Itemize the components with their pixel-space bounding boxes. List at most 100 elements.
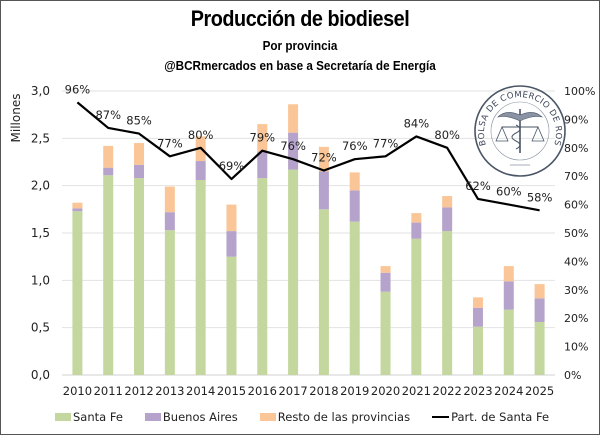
bar-buenos-aires-2018 xyxy=(318,171,329,210)
legend-swatch xyxy=(144,413,161,421)
logo-outer-ring xyxy=(474,85,566,177)
bar-resto-de-las-provincias-2021 xyxy=(411,213,422,223)
bar-santa-fe-2014 xyxy=(195,179,206,375)
bar-santa-fe-2019 xyxy=(349,221,360,375)
data-label: 85% xyxy=(126,114,152,128)
bar-buenos-aires-2023 xyxy=(472,307,483,327)
y2-tick-label: 70% xyxy=(564,170,588,183)
logo-text: BOLSA DE COMERCIO DE ROSARIO xyxy=(0,0,563,147)
bar-santa-fe-2023 xyxy=(472,326,483,375)
x-tick-label: 2013 xyxy=(155,384,184,398)
bar-santa-fe-2012 xyxy=(134,178,145,375)
bar-santa-fe-2025 xyxy=(534,321,545,375)
data-label: 77% xyxy=(373,136,399,150)
data-label: 84% xyxy=(404,116,430,130)
bar-resto-de-las-provincias-2022 xyxy=(442,196,453,208)
wings-icon xyxy=(497,112,543,122)
bar-buenos-aires-2019 xyxy=(349,190,360,222)
bar-resto-de-las-provincias-2016 xyxy=(257,124,268,152)
legend-item: Buenos Aires xyxy=(144,410,238,424)
legend-swatch xyxy=(432,416,450,418)
bar-resto-de-las-provincias-2012 xyxy=(134,143,145,165)
bar-santa-fe-2011 xyxy=(103,175,114,375)
legend-label: Buenos Aires xyxy=(162,410,238,424)
data-label: 76% xyxy=(342,139,368,153)
bar-resto-de-las-provincias-2013 xyxy=(164,186,175,213)
bar-santa-fe-2010 xyxy=(72,211,83,375)
bar-santa-fe-2021 xyxy=(411,238,422,375)
bar-buenos-aires-2010 xyxy=(72,208,83,212)
line-series: 96% 87% 85% 77% 80% 69% 79% 76% 72% 76% 77% 84% 80% 6… xyxy=(65,82,553,212)
bar-buenos-aires-2014 xyxy=(195,161,206,180)
y-tick-label: 1,0 xyxy=(31,273,50,287)
x-tick-label: 2017 xyxy=(278,384,307,398)
bar-buenos-aires-2016 xyxy=(257,151,268,179)
data-label: 87% xyxy=(95,108,121,122)
bar-resto-de-las-provincias-2024 xyxy=(503,266,514,282)
y2-tick-label: 50% xyxy=(564,227,588,240)
legend-label: Part. de Santa Fe xyxy=(451,410,550,424)
bar-resto-de-las-provincias-2023 xyxy=(472,297,483,308)
x-tick-label: 2011 xyxy=(94,384,123,398)
x-tick-label: 2020 xyxy=(371,384,400,398)
data-label: 79% xyxy=(250,131,276,145)
data-label: 96% xyxy=(65,82,91,96)
serpent-icon xyxy=(511,124,521,150)
data-label: 80% xyxy=(188,128,214,142)
bar-buenos-aires-2021 xyxy=(411,222,422,239)
legend: Santa Fe Buenos Aires Resto de las provinc… xyxy=(55,410,571,424)
bar-santa-fe-2017 xyxy=(288,169,299,375)
y2-tick-label: 30% xyxy=(564,284,588,297)
bar-buenos-aires-2015 xyxy=(226,231,237,257)
bar-resto-de-las-provincias-2015 xyxy=(226,204,237,232)
y2-tick-label: 40% xyxy=(564,255,588,268)
bar-santa-fe-2024 xyxy=(503,309,514,375)
x-tick-label: 2012 xyxy=(124,384,153,398)
legend-label: Santa Fe xyxy=(73,410,123,424)
bars xyxy=(72,104,545,375)
gridlines xyxy=(62,90,555,376)
bar-buenos-aires-2017 xyxy=(288,132,299,170)
y2-tick-label: 90% xyxy=(564,113,588,126)
x-tick-label: 2022 xyxy=(433,384,462,398)
legend-item: Part. de Santa Fe xyxy=(432,410,549,424)
bar-buenos-aires-2022 xyxy=(442,207,453,232)
y2-tick-label: 100% xyxy=(564,85,595,98)
y-axis-label: Millones xyxy=(9,94,23,143)
data-label: 60% xyxy=(496,185,522,199)
data-label: 58% xyxy=(527,190,553,204)
chart-title: Producción de biodiesel xyxy=(190,6,410,31)
x-tick-label: 2015 xyxy=(217,384,246,398)
x-tick-label: 2014 xyxy=(186,384,215,398)
bar-resto-de-las-provincias-2017 xyxy=(288,104,299,133)
bar-resto-de-las-provincias-2018 xyxy=(318,146,329,172)
bar-buenos-aires-2013 xyxy=(164,212,175,231)
data-label: 80% xyxy=(434,128,460,142)
y2-tick-label: 20% xyxy=(564,312,588,325)
y2-tick-label: 80% xyxy=(564,142,588,155)
bar-resto-de-las-provincias-2025 xyxy=(534,284,545,299)
bar-buenos-aires-2012 xyxy=(134,164,145,179)
y-tick-label: 1,5 xyxy=(31,226,50,240)
bar-buenos-aires-2020 xyxy=(380,272,391,292)
legend-label: Resto de las provincias xyxy=(277,410,411,424)
bar-santa-fe-2015 xyxy=(226,256,237,375)
bar-santa-fe-2022 xyxy=(442,231,453,375)
x-tick-label: 2016 xyxy=(248,384,277,398)
data-label: 72% xyxy=(311,151,337,165)
y-tick-label: 0,0 xyxy=(31,368,50,382)
chart-subtitle: Por provincia xyxy=(262,38,338,53)
bar-santa-fe-2013 xyxy=(164,230,175,375)
x-tick-label: 2010 xyxy=(63,384,92,398)
x-tick-label: 2021 xyxy=(402,384,431,398)
data-label: 77% xyxy=(157,136,183,150)
bar-santa-fe-2018 xyxy=(318,209,329,375)
x-tick-label: 2025 xyxy=(525,384,554,398)
line-part-santa-fe xyxy=(76,101,540,212)
bar-resto-de-las-provincias-2010 xyxy=(72,202,83,209)
x-tick-label: 2023 xyxy=(463,384,492,398)
bar-buenos-aires-2024 xyxy=(503,281,514,310)
y-tick-label: 3,0 xyxy=(31,84,50,98)
legend-item: Resto de las provincias xyxy=(259,410,411,424)
